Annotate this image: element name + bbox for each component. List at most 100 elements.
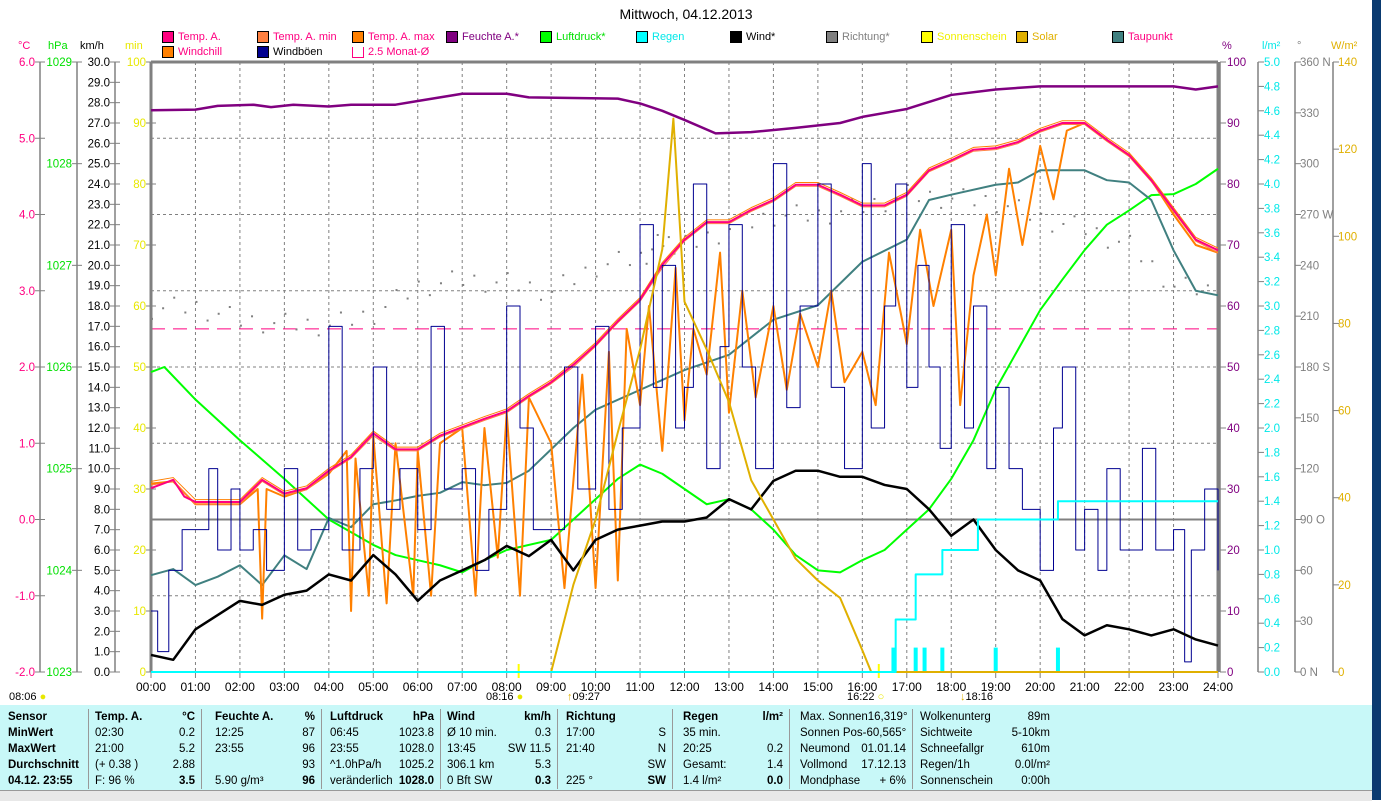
legend-label: Windchill — [178, 46, 223, 58]
stats-label: 21:00 — [95, 743, 124, 755]
axis-label-dir: 270 W — [1300, 210, 1333, 222]
axis-label-wind: 17.0 — [88, 321, 110, 333]
axis-label-wind: 0.0 — [94, 667, 110, 679]
axis-label-sun: 20 — [133, 545, 146, 557]
axis-label-humidity: 70 — [1227, 240, 1240, 252]
axis-label-wind: 16.0 — [88, 342, 110, 354]
extra-value: 610m — [1021, 743, 1050, 755]
axis-label-humidity: 20 — [1227, 545, 1240, 557]
direction-point — [895, 197, 898, 200]
series-windb-en — [151, 163, 1219, 663]
direction-point — [462, 283, 465, 286]
axis-label-humidity: 10 — [1227, 606, 1240, 618]
legend-swatch — [352, 46, 364, 58]
stats-col-pressure: Luftdruck hPa 06:45 1023.8 23:55 1028.0 ^1.0hP… — [330, 709, 441, 789]
stats-value: 0.0 — [767, 775, 783, 787]
legend-item: Wind* — [730, 31, 775, 43]
x-tick-label: 17:00 — [892, 680, 922, 694]
stats-col-header: Feuchte A.% — [215, 709, 315, 725]
axis-label-humidity: 90 — [1227, 118, 1240, 130]
legend-label: Temp. A. — [178, 31, 221, 43]
stats-value: 5.3 — [535, 759, 551, 771]
direction-point — [884, 210, 887, 213]
legend-swatch — [1112, 31, 1124, 43]
axis-label-dir: 180 S — [1300, 362, 1330, 374]
sunrise-civil: 08:06 ● — [9, 691, 46, 703]
extra-value: 5-10km — [1011, 727, 1050, 739]
stats-row-label: Durchschnitt — [8, 759, 79, 771]
axis-label-solar: 140 — [1338, 57, 1357, 69]
direction-point — [417, 280, 420, 283]
sunrise-civil-time: 08:06 — [9, 691, 37, 703]
x-tick-label: 14:00 — [758, 680, 788, 694]
series-temp-a-min — [150, 124, 1219, 505]
stats-row: 0 Bft SW 0.3 — [447, 773, 551, 789]
stats-label: Ø 10 min. — [447, 727, 497, 739]
unit-rain: l/m² — [1262, 40, 1281, 52]
direction-point — [473, 274, 476, 277]
unit-pressure: hPa — [48, 40, 68, 52]
axis-label-wind: 12.0 — [88, 423, 110, 435]
stats-col-header: Luftdruck hPa — [330, 709, 434, 725]
axis-label-wind: 28.0 — [88, 98, 110, 110]
stats-row: 23:55 1028.0 — [330, 741, 434, 757]
direction-point — [806, 219, 809, 222]
stats-label: 23:55 — [215, 743, 244, 755]
direction-point — [584, 266, 587, 269]
axis-label-wind: 1.0 — [94, 647, 110, 659]
astro-label: Max. Sonnen — [800, 711, 868, 723]
axis-label-humidity: 0 — [1227, 667, 1233, 679]
axis-label-wind: 15.0 — [88, 362, 110, 374]
legend-label: Taupunkt — [1128, 31, 1173, 43]
axis-label-sun: 60 — [133, 301, 146, 313]
direction-point — [562, 274, 565, 277]
axis-label-pressure: 1028 — [46, 159, 72, 171]
direction-point — [651, 248, 654, 251]
x-tick-label: 20:00 — [1025, 680, 1055, 694]
stats-label: 12:25 — [215, 727, 244, 739]
direction-point — [1173, 285, 1176, 288]
direction-point — [239, 324, 242, 327]
direction-point — [195, 300, 198, 303]
axis-label-humidity: 30 — [1227, 484, 1240, 496]
direction-point — [751, 226, 754, 229]
moonset-time: 18:16 — [965, 691, 994, 703]
axis-label-rain: 2.6 — [1264, 350, 1280, 362]
direction-point — [1106, 246, 1109, 249]
legend-label: Wind* — [746, 31, 776, 43]
stats-value: 5.2 — [179, 743, 195, 755]
axis-label-wind: 25.0 — [88, 159, 110, 171]
legend-item: 2.5 Monat-Ø — [352, 46, 429, 58]
axis-label-rain: 3.8 — [1264, 203, 1280, 215]
stats-col-title: Richtung — [566, 711, 616, 723]
direction-point — [1051, 230, 1054, 233]
stats-value: 1.4 — [767, 759, 783, 771]
stats-row: 93 — [215, 757, 315, 773]
direction-point — [484, 290, 487, 293]
axis-label-dir: 240 — [1300, 260, 1319, 272]
axis-label-solar: 80 — [1338, 318, 1351, 330]
astro-label: Neumond — [800, 743, 850, 755]
axis-label-rain: 4.2 — [1264, 155, 1280, 167]
axis-label-wind: 14.0 — [88, 382, 110, 394]
axis-label-rain: 0.8 — [1264, 569, 1280, 581]
x-tick-label: 00:00 — [136, 680, 166, 694]
axis-label-rain: 4.0 — [1264, 179, 1280, 191]
x-tick-label: 13:00 — [714, 680, 744, 694]
legend-item: Temp. A. — [162, 31, 221, 43]
axis-label-sun: 80 — [133, 179, 146, 191]
stats-label: 306.1 km — [447, 759, 495, 771]
axis-label-rain: 2.2 — [1264, 399, 1280, 411]
direction-point — [645, 262, 648, 265]
direction-point — [262, 331, 265, 334]
stats-row: 21:00 5.2 — [95, 741, 195, 757]
legend-swatch — [1016, 31, 1028, 43]
direction-point — [617, 250, 620, 253]
axis-label-rain: 3.2 — [1264, 277, 1280, 289]
stats-row: 225 ° SW — [566, 773, 666, 789]
legend-item: Temp. A. max — [352, 31, 435, 43]
direction-point — [906, 184, 909, 186]
weather-chart: 00:00 01:00 02:00 03:00 04:00 05:00 06:00 07:00… — [15, 57, 1357, 694]
axis-label-wind: 23.0 — [88, 199, 110, 211]
direction-point — [451, 270, 454, 273]
